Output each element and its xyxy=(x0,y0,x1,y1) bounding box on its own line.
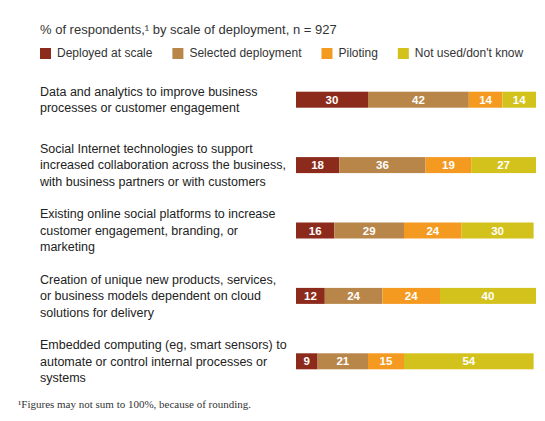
data-label: 12 xyxy=(304,290,317,302)
bar-segment xyxy=(462,223,534,239)
bar-segment xyxy=(469,92,503,108)
category-label-line: increased collaboration across the busin… xyxy=(40,158,286,172)
data-label: 9 xyxy=(304,355,310,367)
category-label-line: processes or customer engagement xyxy=(40,101,240,115)
legend-swatch xyxy=(321,48,332,59)
bar-segment xyxy=(325,288,383,304)
data-label: 42 xyxy=(412,94,425,106)
data-label: 14 xyxy=(513,94,526,106)
bar-segment xyxy=(502,92,536,108)
bar-segment xyxy=(440,288,536,304)
legend: Deployed at scale Selected deployment Pilo… xyxy=(40,46,524,60)
bar-segment xyxy=(296,92,368,108)
chart: % of respondents,¹ by scale of deploymen… xyxy=(0,0,545,421)
data-label: 18 xyxy=(311,159,324,171)
category-label: Social Internet technologies to support i… xyxy=(39,142,286,189)
category-label-line: automate or control internal processes o… xyxy=(40,355,267,369)
category-label-line: with business partners or with customers xyxy=(39,175,266,189)
category-label-line: customer engagement, branding, or xyxy=(40,224,238,238)
bars xyxy=(296,92,536,370)
category-label: Creation of unique new products, service… xyxy=(40,273,276,320)
category-label-line: or business models dependent on cloud xyxy=(40,289,261,303)
legend-swatch xyxy=(172,48,183,59)
category-labels: Data and analytics to improve business pr… xyxy=(39,85,287,385)
data-label: 21 xyxy=(336,355,349,367)
legend-label: Selected deployment xyxy=(189,46,302,60)
data-label: 24 xyxy=(426,225,439,237)
data-label: 24 xyxy=(347,290,360,302)
bar-segment xyxy=(334,223,404,239)
category-label-line: marketing xyxy=(40,240,95,254)
bar-segment xyxy=(296,353,318,369)
category-label: Data and analytics to improve business pr… xyxy=(40,85,257,116)
data-label: 30 xyxy=(326,94,339,106)
bar-segment xyxy=(318,353,368,369)
legend-label: Deployed at scale xyxy=(57,46,153,60)
subtitle: % of respondents,¹ by scale of deploymen… xyxy=(40,22,337,37)
category-label-line: Existing online social platforms to incr… xyxy=(40,207,276,221)
bar-segment xyxy=(368,92,469,108)
category-label-line: Creation of unique new products, service… xyxy=(40,273,276,287)
category-label: Embedded computing (eg, smart sensors) t… xyxy=(40,338,287,385)
data-label: 36 xyxy=(376,159,389,171)
category-label-line: Embedded computing (eg, smart sensors) t… xyxy=(40,338,287,352)
bar-segment xyxy=(471,157,536,173)
data-label: 27 xyxy=(497,159,510,171)
data-label: 16 xyxy=(309,225,322,237)
data-label: 54 xyxy=(462,355,475,367)
bar-segment xyxy=(296,157,339,173)
category-label: Existing online social platforms to incr… xyxy=(40,207,276,254)
data-label: 14 xyxy=(479,94,492,106)
data-label: 19 xyxy=(442,159,455,171)
category-label-line: systems xyxy=(40,371,86,385)
legend-label: Piloting xyxy=(338,46,377,60)
data-label: 40 xyxy=(482,290,495,302)
bar-segment xyxy=(426,157,472,173)
footnote: ¹Figures may not sum to 100%, because of… xyxy=(18,398,251,410)
data-labels: 30 18 16 12 9 42 36 29 24 21 14 19 24 24 15 14 27 30 40 54 xyxy=(304,94,527,368)
legend-swatch xyxy=(40,48,51,59)
bar-segment xyxy=(382,288,440,304)
bar-segment xyxy=(339,157,425,173)
data-label: 15 xyxy=(380,355,393,367)
bar-segment xyxy=(368,353,404,369)
data-label: 24 xyxy=(405,290,418,302)
bar-segment xyxy=(296,223,334,239)
legend-item: Deployed at scale xyxy=(40,46,153,60)
bar-segment xyxy=(404,353,534,369)
data-label: 29 xyxy=(363,225,376,237)
legend-item: Selected deployment xyxy=(172,46,302,60)
data-label: 30 xyxy=(491,225,504,237)
category-label-line: solutions for delivery xyxy=(40,306,155,320)
category-label-line: Data and analytics to improve business xyxy=(40,85,257,99)
legend-label: Not used/don't know xyxy=(415,46,524,60)
legend-item: Not used/don't know xyxy=(398,46,524,60)
category-label-line: Social Internet technologies to support xyxy=(40,142,253,156)
bar-segment xyxy=(296,288,325,304)
legend-item: Piloting xyxy=(321,46,377,60)
bar-segment xyxy=(404,223,462,239)
legend-swatch xyxy=(398,48,409,59)
